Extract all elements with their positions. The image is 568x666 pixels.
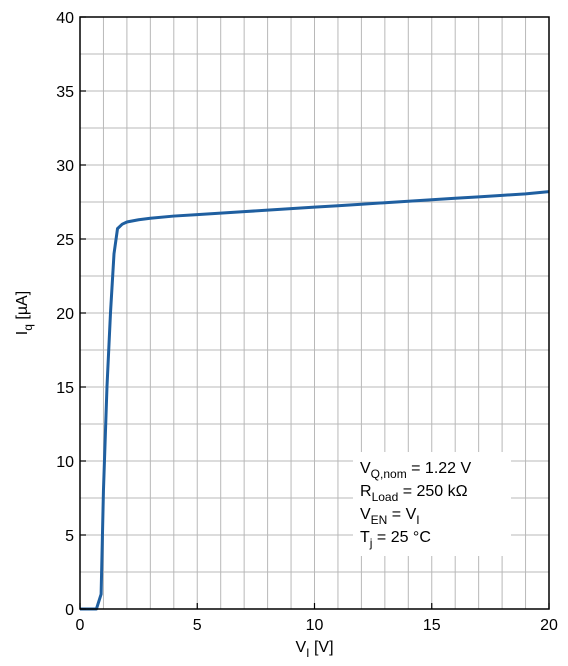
x-tick-label: 0 [76, 617, 85, 634]
series-line [80, 190, 550, 611]
y-tick-label: 15 [56, 380, 74, 397]
annotation-line-tj: Tj = 25 °C [360, 529, 431, 550]
annotation-box [353, 452, 511, 556]
annotation-line-ven: VEN = VI [360, 506, 420, 527]
y-tick-label: 40 [56, 10, 74, 27]
y-tick-labels: 0 5 10 15 20 25 30 35 40 [56, 10, 86, 619]
x-tick-labels: 0 5 10 15 20 [76, 603, 558, 634]
conditions-annotation: VQ,nom = 1.22 V RLoad = 250 kΩ VEN = VI … [360, 460, 472, 550]
y-tick-label: 30 [56, 158, 74, 175]
y-tick-label: 0 [65, 602, 74, 619]
y-tick-label: 20 [56, 306, 74, 323]
y-tick-label: 10 [56, 454, 74, 471]
x-tick-label: 10 [306, 617, 324, 634]
series-layer [80, 190, 550, 611]
x-tick-label: 20 [540, 617, 558, 634]
y-tick-label: 35 [56, 84, 74, 101]
x-axis-label: VI [V] [295, 639, 333, 660]
annotation-line-vq: VQ,nom = 1.22 V [360, 460, 472, 481]
x-tick-label: 15 [423, 617, 441, 634]
y-axis-label: Iq [µA] [14, 291, 35, 335]
x-tick-label: 5 [193, 617, 202, 634]
y-tick-label: 25 [56, 232, 74, 249]
y-tick-label: 5 [65, 528, 74, 545]
annotation-line-rload: RLoad = 250 kΩ [360, 483, 468, 504]
